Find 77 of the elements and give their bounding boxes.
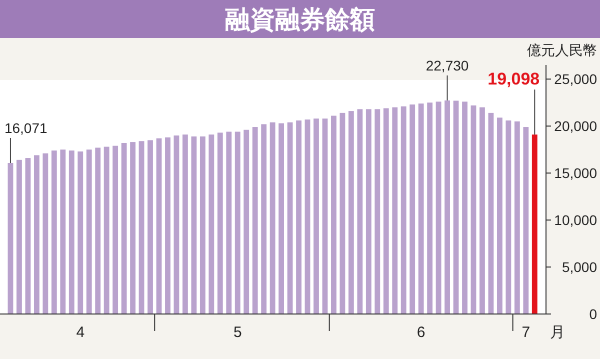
- bar: [340, 112, 346, 314]
- bar: [165, 137, 170, 314]
- y-tick-label: 20,000: [554, 118, 598, 134]
- bar: [121, 142, 127, 314]
- x-axis-title: 月: [550, 324, 565, 341]
- bar: [252, 127, 258, 314]
- bar: [86, 150, 92, 314]
- data-label: 16,071: [4, 120, 48, 136]
- bar: [217, 132, 223, 314]
- bar: [470, 105, 476, 314]
- bar: [427, 102, 433, 314]
- bar: [138, 141, 144, 314]
- bar: [42, 153, 48, 314]
- bar: [200, 136, 206, 314]
- y-tick-label: 0: [589, 306, 598, 322]
- bar: [278, 123, 284, 314]
- bar: [112, 146, 118, 314]
- bar: [182, 134, 188, 314]
- x-tick-label: 6: [416, 324, 426, 341]
- bar: [34, 155, 40, 314]
- y-tick-label: 10,000: [554, 212, 598, 228]
- bar: [523, 127, 529, 314]
- bar: [304, 120, 310, 314]
- bar: [366, 109, 372, 314]
- bar: [287, 122, 293, 314]
- bar: [348, 111, 354, 314]
- bar: [234, 132, 240, 314]
- bar: [488, 112, 494, 314]
- bar: [436, 102, 442, 314]
- bar: [496, 118, 502, 314]
- bar: [130, 142, 136, 314]
- y-axis-title: 億元人民幣: [527, 42, 597, 58]
- bar: [208, 134, 214, 314]
- bar: [104, 146, 110, 314]
- y-tick-label: 5,000: [562, 259, 598, 276]
- x-tick-label: 7: [522, 324, 530, 341]
- data-label: 19,098: [488, 70, 540, 89]
- bar: [453, 100, 459, 314]
- data-label: 22,730: [426, 57, 469, 74]
- y-tick-label: 15,000: [554, 165, 598, 182]
- bar: [95, 148, 101, 314]
- bar: [462, 102, 468, 314]
- bar: [331, 116, 336, 314]
- bar: [270, 122, 276, 314]
- x-tick-label: 5: [233, 324, 242, 341]
- bar: [514, 121, 520, 314]
- x-tick-label: 4: [76, 324, 85, 341]
- bar: [156, 138, 162, 314]
- bar: [357, 109, 363, 314]
- bar: [78, 151, 84, 314]
- bar: [392, 107, 398, 314]
- bar: [506, 120, 512, 314]
- bar: [383, 108, 389, 314]
- bar: [532, 134, 538, 314]
- bar: [25, 158, 31, 314]
- bar: [60, 150, 66, 314]
- y-tick-label: 25,000: [554, 71, 598, 88]
- bar: [322, 118, 328, 314]
- chart-title: 融資融券餘額: [225, 6, 375, 34]
- bar: [418, 104, 424, 314]
- bar: [480, 107, 485, 314]
- bar: [226, 132, 232, 314]
- bar: [16, 160, 22, 314]
- bar: [261, 124, 267, 314]
- bar: [51, 150, 57, 314]
- bar: [8, 162, 14, 314]
- bar: [444, 100, 450, 314]
- bar: [244, 130, 250, 314]
- bar: [191, 136, 197, 314]
- bar: [296, 120, 302, 314]
- bar: [400, 106, 406, 314]
- bar: [314, 118, 319, 314]
- bar: [374, 109, 380, 314]
- bar: [148, 140, 153, 314]
- bar: [174, 135, 180, 314]
- bar: [68, 150, 74, 314]
- bar: [410, 104, 416, 314]
